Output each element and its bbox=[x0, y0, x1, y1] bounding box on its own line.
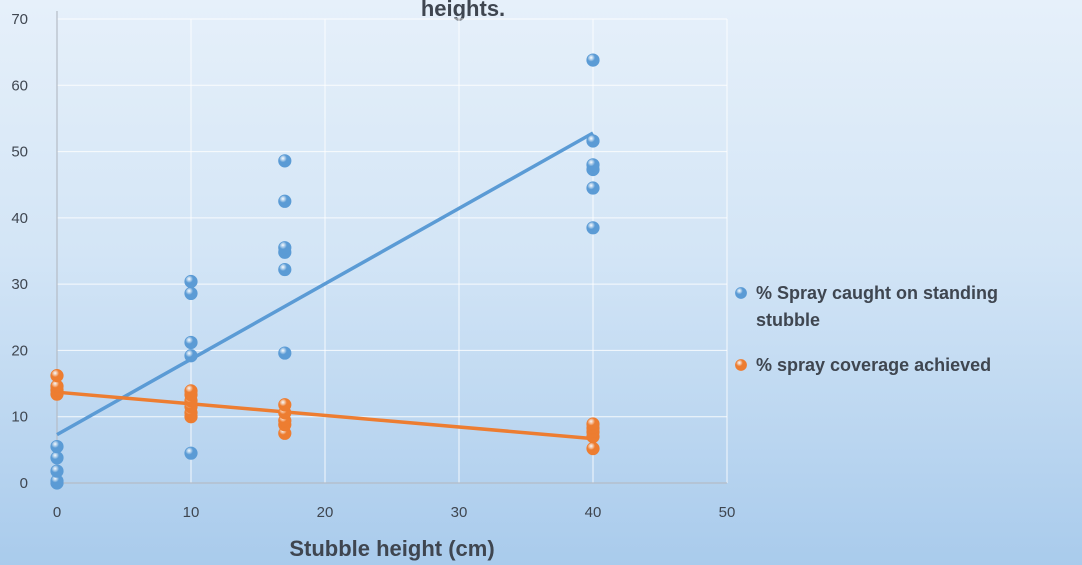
chart-legend: % Spray caught on standing stubble % spray… bbox=[735, 283, 998, 375]
point-series-1 bbox=[184, 286, 198, 301]
point-series-1 bbox=[586, 181, 600, 195]
x-tick-label: 0 bbox=[53, 504, 61, 521]
point-series-2 bbox=[586, 441, 600, 456]
trendline-series-1 bbox=[56, 131, 594, 437]
point-series-1 bbox=[184, 335, 198, 350]
point-series-1 bbox=[278, 194, 292, 208]
legend-label-series-2: % spray coverage achieved bbox=[756, 355, 991, 375]
point-series-1 bbox=[184, 446, 198, 460]
x-axis-title: Stubble height (cm) bbox=[289, 536, 494, 561]
point-series-1 bbox=[184, 349, 198, 363]
x-tick-label: 50 bbox=[719, 504, 736, 521]
y-tick-label: 70 bbox=[11, 11, 28, 28]
chart-points bbox=[50, 53, 600, 490]
point-series-2 bbox=[278, 398, 292, 412]
point-series-1 bbox=[50, 439, 64, 454]
point-series-2 bbox=[184, 384, 198, 398]
point-series-2 bbox=[50, 369, 64, 383]
x-tick-label: 20 bbox=[317, 504, 334, 521]
legend-marker-series-2 bbox=[735, 359, 747, 371]
point-series-1 bbox=[586, 221, 600, 235]
chart-title: heights. bbox=[421, 0, 505, 21]
point-series-1 bbox=[278, 154, 292, 168]
y-tick-label: 20 bbox=[11, 342, 28, 359]
point-series-1 bbox=[278, 262, 292, 277]
chart-trendlines bbox=[56, 131, 594, 441]
point-series-1 bbox=[586, 53, 600, 67]
point-series-1 bbox=[50, 464, 64, 478]
chart-tick-labels: 0 10 20 30 40 50 60 70 0 10 20 30 40 50 bbox=[11, 11, 735, 521]
x-tick-label: 30 bbox=[451, 504, 468, 521]
y-tick-label: 30 bbox=[11, 276, 28, 293]
chart-gridlines bbox=[57, 18, 728, 483]
trendline-series-2 bbox=[56, 390, 594, 441]
point-series-1 bbox=[184, 274, 198, 289]
x-tick-label: 10 bbox=[183, 504, 200, 521]
point-series-1 bbox=[278, 241, 292, 255]
y-tick-label: 10 bbox=[11, 409, 28, 426]
y-tick-label: 60 bbox=[11, 77, 28, 94]
point-series-1 bbox=[278, 346, 292, 360]
point-series-2 bbox=[586, 417, 600, 431]
x-tick-label: 40 bbox=[585, 504, 602, 521]
y-tick-label: 0 bbox=[20, 475, 28, 492]
chart-axes bbox=[56, 11, 727, 484]
point-series-1 bbox=[586, 158, 600, 172]
y-tick-label: 50 bbox=[11, 144, 28, 161]
point-series-1 bbox=[50, 451, 64, 465]
point-series-1 bbox=[586, 134, 600, 148]
legend-label-series-1: % Spray caught on standing stubble bbox=[756, 283, 998, 330]
legend-marker-series-1 bbox=[735, 287, 747, 299]
y-tick-label: 40 bbox=[11, 210, 28, 227]
